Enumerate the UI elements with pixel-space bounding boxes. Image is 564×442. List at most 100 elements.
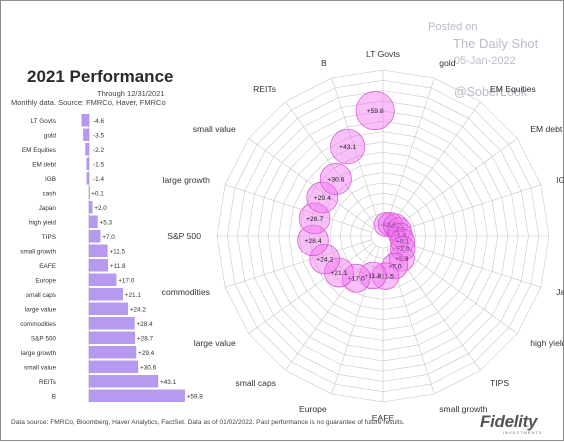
bar-europe (88, 273, 117, 286)
bubble-value-label: +2.0 (396, 246, 410, 253)
bar-em-debt (86, 157, 90, 170)
fidelity-logo-sub: INVESTMENTS (503, 430, 543, 435)
bar-value-label: +0.1 (91, 191, 104, 198)
bubble-value-label: -4.6 (380, 222, 392, 229)
bar-value-label: +7.0 (102, 234, 115, 241)
bar-value-label: +11.8 (110, 263, 126, 270)
bar-large-growth (88, 346, 137, 359)
bar-lt-govts (81, 114, 90, 127)
polar-category-label: TIPS (490, 378, 509, 388)
bar-reits (88, 375, 159, 388)
polar-category-label: S&P 500 (167, 231, 201, 241)
polar-spoke (248, 242, 374, 334)
bubble-value-label: +11.5 (377, 274, 394, 281)
bar-value-label: +28.4 (136, 321, 153, 328)
polar-spoke (331, 78, 380, 225)
bubble-value-label: -1.5 (393, 227, 405, 234)
bubble-value-label: +28.7 (306, 216, 323, 223)
bar-value-label: -2.2 (93, 147, 104, 154)
bar-commodities (88, 317, 135, 330)
bubble-igb (388, 222, 413, 248)
bubble-value-label: +43.1 (339, 144, 356, 151)
polar-spoke (389, 101, 481, 227)
date-note: Through 12/31/2021 (97, 89, 165, 98)
bubble-value-label: +28.4 (304, 238, 321, 245)
bubble-value-label: -3.5 (385, 222, 397, 229)
bubble-em-equities (383, 213, 408, 239)
bar-small-growth (88, 244, 108, 257)
bar-cash (88, 186, 90, 199)
polar-category-label: B (321, 58, 327, 68)
polar-spoke (386, 78, 435, 225)
polar-category-label: REITs (253, 84, 276, 94)
bubble-sandp-500 (298, 202, 331, 235)
bar-tips (88, 230, 101, 243)
bar-category-label: TIPS (42, 234, 56, 241)
polar-spoke (394, 239, 541, 288)
fidelity-logo: Fidelity (480, 412, 538, 431)
bubble-b (355, 91, 395, 131)
bar-category-label: LT Govts (31, 118, 56, 125)
bubble-reits (330, 129, 366, 165)
watermark-site: The Daily Shot (453, 36, 539, 51)
bar-category-label: B (52, 394, 56, 401)
bar-category-label: cash (43, 191, 57, 198)
polar-spoke (285, 245, 377, 371)
bar-high-yield (88, 215, 98, 228)
bar-small-value (88, 360, 139, 373)
bar-japan (88, 201, 93, 214)
bar-gold (83, 128, 90, 141)
bar-value-label: +24.2 (130, 307, 147, 314)
bar-value-label: +43.1 (160, 379, 177, 386)
bar-em-equities (85, 143, 90, 156)
bar-category-label: IGB (45, 176, 56, 183)
bar-category-label: EM Equities (22, 147, 56, 154)
polar-category-label: small value (193, 124, 236, 134)
polar-category-label: commodities (162, 287, 210, 297)
polar-category-label: large growth (163, 175, 211, 185)
bar-value-label: -1.5 (93, 162, 104, 169)
bar-category-label: commodities (20, 321, 56, 328)
bar-category-label: small caps (26, 292, 56, 299)
polar-spoke (392, 242, 518, 334)
polar-category-label: small caps (235, 378, 276, 388)
polar-spoke (248, 138, 374, 230)
bar-small-caps (88, 288, 123, 301)
bubble-value-label: +5.3 (395, 256, 409, 263)
polar-spoke (225, 184, 372, 233)
bar-value-label: +17.0 (118, 278, 135, 285)
polar-category-label: LT Govts (366, 49, 400, 59)
polar-spoke (389, 245, 481, 371)
bar-category-label: high yield (29, 220, 56, 227)
polar-spoke (386, 247, 435, 394)
bubble-value-label: +24.2 (316, 256, 333, 263)
polar-category-label: gold (439, 58, 455, 68)
polar-spoke (392, 138, 518, 230)
bubble-large-value (309, 243, 340, 275)
bubble-value-label: +0.1 (396, 238, 410, 245)
bar-value-label: +2.0 (94, 205, 107, 212)
bubble-europe (341, 263, 371, 293)
polar-category-label: EM Equities (490, 84, 536, 94)
polar-category-label: Europe (299, 404, 327, 414)
bar-category-label: EM debt (32, 162, 56, 169)
bubble-value-label: -2.2 (390, 223, 402, 230)
bar-value-label: -4.6 (93, 118, 104, 125)
bar-category-label: small growth (20, 249, 56, 256)
bubble-value-label: -1.4 (395, 232, 407, 239)
polar-category-label: IGB (556, 175, 564, 185)
bubble-value-label: +29.4 (314, 195, 331, 202)
watermark-date: 05-Jan-2022 (454, 55, 516, 67)
bar-large-value (88, 302, 128, 315)
chart-title: 2021 Performance (27, 67, 174, 86)
bar-category-label: S&P 500 (31, 336, 57, 343)
polar-category-label: large value (194, 338, 236, 348)
polar-spoke (225, 239, 372, 288)
bar-b (88, 389, 185, 402)
bar-category-label: large growth (21, 350, 57, 357)
polar-spoke (394, 184, 541, 233)
footer-source: Data source: FMRCo, Bloomberg, Haver Ana… (11, 419, 405, 426)
bar-value-label: +5.3 (99, 220, 112, 227)
